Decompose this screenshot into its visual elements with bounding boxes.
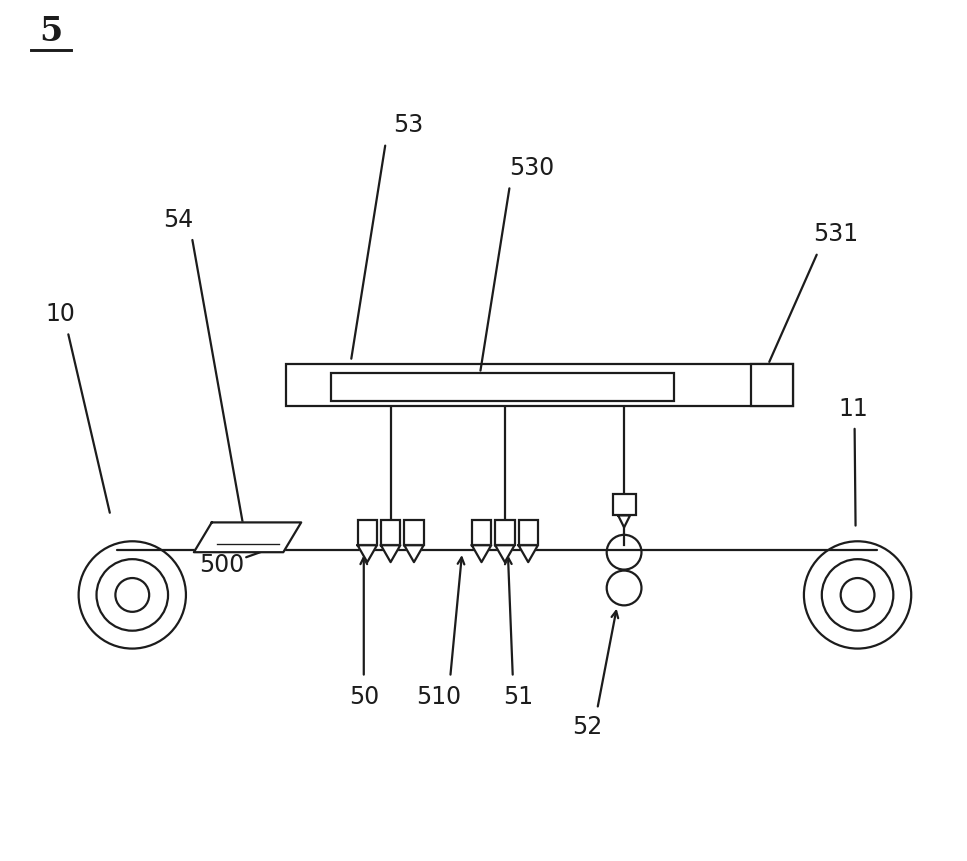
Bar [751,364,793,406]
Text: 53: 53 [394,113,424,137]
Text: 11: 11 [838,397,868,421]
Polygon shape [472,545,491,562]
Text: 54: 54 [162,208,193,232]
Bar [613,493,635,516]
Bar [331,374,674,401]
Bar [472,520,491,545]
Bar [495,520,514,545]
Text: 500: 500 [199,553,245,577]
Text: 531: 531 [813,222,859,246]
Polygon shape [358,545,377,562]
Bar [286,364,793,406]
Polygon shape [495,545,514,562]
Text: 530: 530 [509,156,554,180]
Text: 52: 52 [572,715,602,739]
Bar [381,520,400,545]
Polygon shape [618,516,630,528]
Bar [404,520,424,545]
Text: 50: 50 [349,685,379,709]
Text: 510: 510 [416,685,461,709]
Polygon shape [193,523,301,552]
Polygon shape [518,545,538,562]
Text: 5: 5 [40,15,63,48]
Text: 10: 10 [45,301,75,325]
Polygon shape [404,545,424,562]
Text: 51: 51 [503,685,533,709]
Polygon shape [381,545,400,562]
Bar [358,520,377,545]
Bar [518,520,538,545]
